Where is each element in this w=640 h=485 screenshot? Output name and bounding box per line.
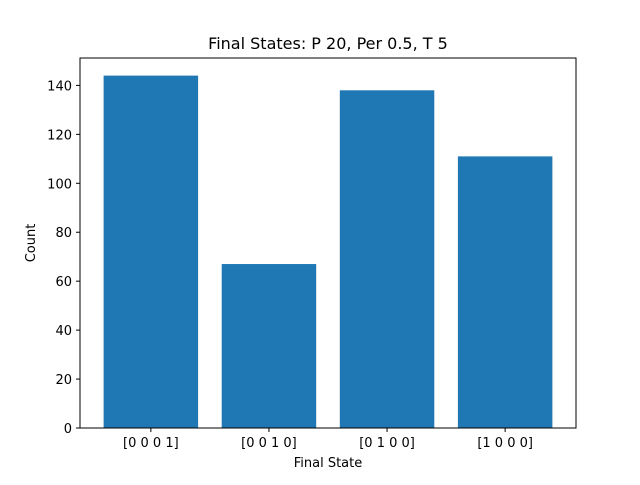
x-tick-label: [0 0 0 1]: [123, 436, 179, 451]
x-tick-label: [0 0 1 0]: [241, 436, 297, 451]
bar: [339, 90, 435, 429]
y-tick-label: 0: [64, 422, 72, 437]
bar: [221, 264, 317, 428]
x-tick-label: [1 0 0 0]: [477, 436, 533, 451]
bar: [457, 156, 553, 428]
chart-title: Final States: P 20, Per 0.5, T 5: [208, 34, 448, 53]
x-tick-label: [0 1 0 0]: [359, 436, 415, 451]
y-tick-label: 60: [55, 275, 72, 290]
y-axis-label: Count: [24, 224, 39, 263]
y-tick-label: 80: [55, 226, 72, 241]
bars-layer: [103, 75, 553, 429]
y-tick-label: 100: [47, 177, 72, 192]
y-tick-label: 120: [47, 128, 72, 143]
plot-frame: [79, 57, 577, 429]
y-ticks: 0 20 40 60 80 100 120 140: [47, 79, 80, 437]
y-tick-label: 40: [55, 324, 72, 339]
x-ticks: [0 0 0 1] [0 0 1 0] [0 1 0 0] [1 0 0 0]: [123, 428, 533, 451]
y-tick-label: 140: [47, 79, 72, 94]
y-tick-label: 20: [55, 373, 72, 388]
bar: [103, 75, 199, 428]
x-axis-label: Final State: [294, 456, 363, 471]
